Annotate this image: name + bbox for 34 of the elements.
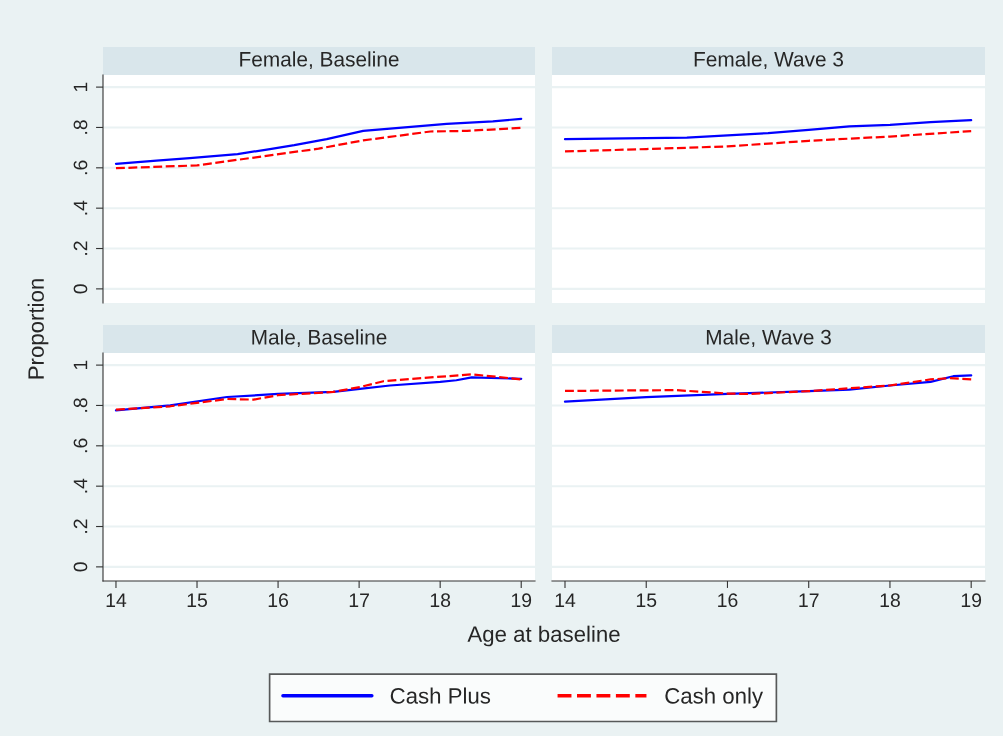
chart-title: Female, Baseline (240, 51, 399, 70)
x-tick-label: 19 (511, 593, 532, 608)
x-tick-label: 19 (961, 593, 982, 608)
y-tick-label: .6 (73, 160, 88, 175)
x-tick-label: 17 (799, 593, 819, 607)
x-tick-label: 16 (268, 593, 289, 608)
y-axis-title: Proportion (27, 279, 49, 379)
x-tick-label: 15 (187, 593, 208, 608)
chart-title: Male, Wave 3 (706, 329, 831, 348)
y-tick-label: 1 (73, 360, 88, 370)
legend-label: Cash Plus (390, 687, 491, 704)
x-tick-label: 18 (430, 593, 451, 608)
x-tick-label: 18 (880, 593, 900, 608)
x-tick-label: 17 (349, 593, 369, 607)
chart-title: Male, Baseline (252, 329, 387, 348)
y-tick-label: 0 (73, 284, 88, 294)
x-tick-label: 14 (106, 593, 127, 607)
legend-label: Cash only (665, 687, 764, 709)
y-tick-label: .8 (73, 120, 88, 134)
y-tick-label: .6 (73, 438, 88, 453)
x-tick-label: 14 (555, 593, 576, 607)
x-tick-label: 16 (718, 593, 738, 608)
line-series (114, 126, 523, 170)
y-tick-label: .8 (73, 398, 88, 412)
y-tick-label: 1 (73, 82, 88, 92)
y-tick-label: .4 (73, 200, 88, 215)
y-tick-label: .4 (73, 478, 88, 493)
y-tick-label: .2 (73, 519, 88, 533)
y-tick-label: .2 (73, 241, 88, 255)
x-axis-title: Age at baseline (467, 625, 620, 647)
x-tick-label: 15 (636, 593, 657, 608)
chart-title: Female, Wave 3 (694, 51, 844, 70)
y-tick-label: 0 (73, 562, 88, 572)
line-series (114, 117, 523, 165)
